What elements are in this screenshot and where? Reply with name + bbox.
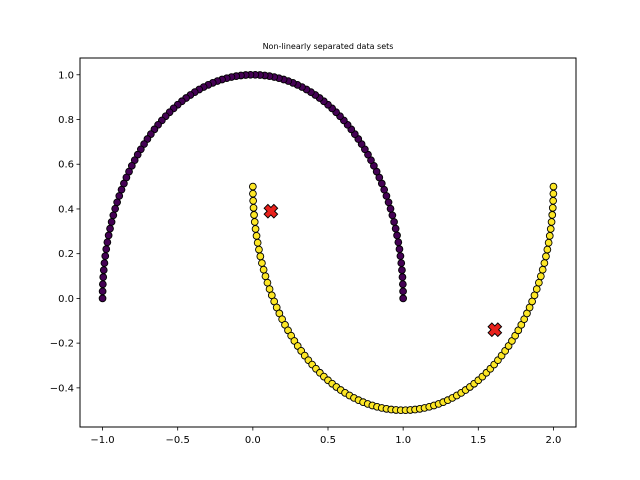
upper-moon-point [107,218,116,226]
upper-moon-point [99,266,108,274]
y-tick-label: 1.0 [58,70,74,81]
x-marker [487,322,503,338]
upper-moon-point [394,238,403,247]
x-tick-label: −0.5 [166,435,190,446]
data-points [98,70,558,415]
upper-moon-point [98,294,107,303]
lower-moon-point [249,189,257,198]
chart-title: Non-linearly separated data sets [263,42,394,51]
y-tick-label: −0.2 [50,339,74,350]
upper-moon-point [398,266,406,274]
lower-moon-point [535,278,543,287]
upper-moon-point [386,204,395,213]
lower-moon-point [253,238,262,247]
lower-moon-point [532,285,541,293]
upper-moon-point [390,218,398,226]
x-tick-label: −1.0 [90,435,114,446]
lower-moon-point [263,278,272,287]
lower-moon-point [547,218,556,226]
upper-moon-point [396,252,405,260]
lower-moon-point [249,203,258,212]
upper-moon-point [115,192,124,200]
x-tick-label: 1.0 [395,435,411,446]
lower-moon-point [265,285,274,293]
x-tick-label: 0.0 [245,435,261,446]
lower-moon-point [536,272,545,281]
lower-moon-point [548,203,557,212]
lower-moon-point [540,259,549,267]
upper-moon-point [106,224,114,233]
upper-moon-point [98,287,107,296]
lower-moon-point [545,232,554,240]
y-tick-label: 0.6 [58,160,74,171]
lower-moon-point [249,196,258,205]
y-tick-label: 0.4 [58,204,74,215]
upper-moon-point [103,238,112,247]
lower-moon-point [543,245,552,254]
y-tick-label: −0.4 [50,383,74,394]
lower-moon-point [549,196,558,205]
x-tick-label: 1.5 [470,435,486,446]
upper-moon-point [398,280,407,289]
plot-frame [79,57,577,428]
lower-moon-point [538,265,547,274]
lower-moon-point [250,211,258,219]
lower-moon-point [252,232,261,240]
upper-moon-point [109,211,118,220]
upper-moon-point [382,192,391,200]
lower-moon-point [548,211,557,219]
lower-moon-point [259,265,268,274]
upper-moon-point [388,211,397,220]
upper-moon-point [391,224,400,233]
upper-moon-point [98,280,107,289]
x-marker [263,203,279,219]
y-axis: −0.4 −0.2 0.0 0.2 0.4 0.6 0.8 1.0 [50,70,80,394]
y-tick-label: 0.8 [58,115,74,126]
upper-moon-point [100,259,109,267]
x-tick-label: 0.5 [320,435,336,446]
upper-moon-point [117,185,126,194]
lower-moon-point [542,252,550,261]
lower-moon-point [255,245,263,254]
lower-moon-point [544,238,553,247]
upper-moon-point [101,252,110,260]
upper-moon-point [111,204,120,213]
y-tick-label: 0.2 [58,249,74,260]
upper-moon-point [99,273,108,282]
x-axis: −1.0 −0.5 0.0 0.5 1.0 1.5 2.0 [90,427,561,446]
upper-moon-point [395,245,404,253]
y-tick-label: 0.0 [58,294,74,305]
upper-moon-point [104,231,113,240]
upper-moon-point [384,198,393,207]
lower-moon-point [546,225,555,233]
upper-moon-point [399,287,407,296]
lower-moon-point [530,291,539,300]
upper-moon-point [398,273,407,282]
upper-moon-point [397,259,406,267]
lower-moon-point [549,182,558,191]
lower-moon-point [248,182,257,191]
lower-moon-point [251,225,260,233]
upper-moon-point [102,245,111,253]
upper-moon-point [393,231,401,240]
lower-moon-point [261,272,270,281]
x-tick-label: 2.0 [546,435,562,446]
lower-moon-point [549,189,558,198]
lower-moon-point [256,252,265,261]
upper-moon-point [399,294,408,303]
lower-moon-point [258,259,266,267]
upper-moon-point [113,198,121,207]
lower-moon-point [250,218,259,226]
